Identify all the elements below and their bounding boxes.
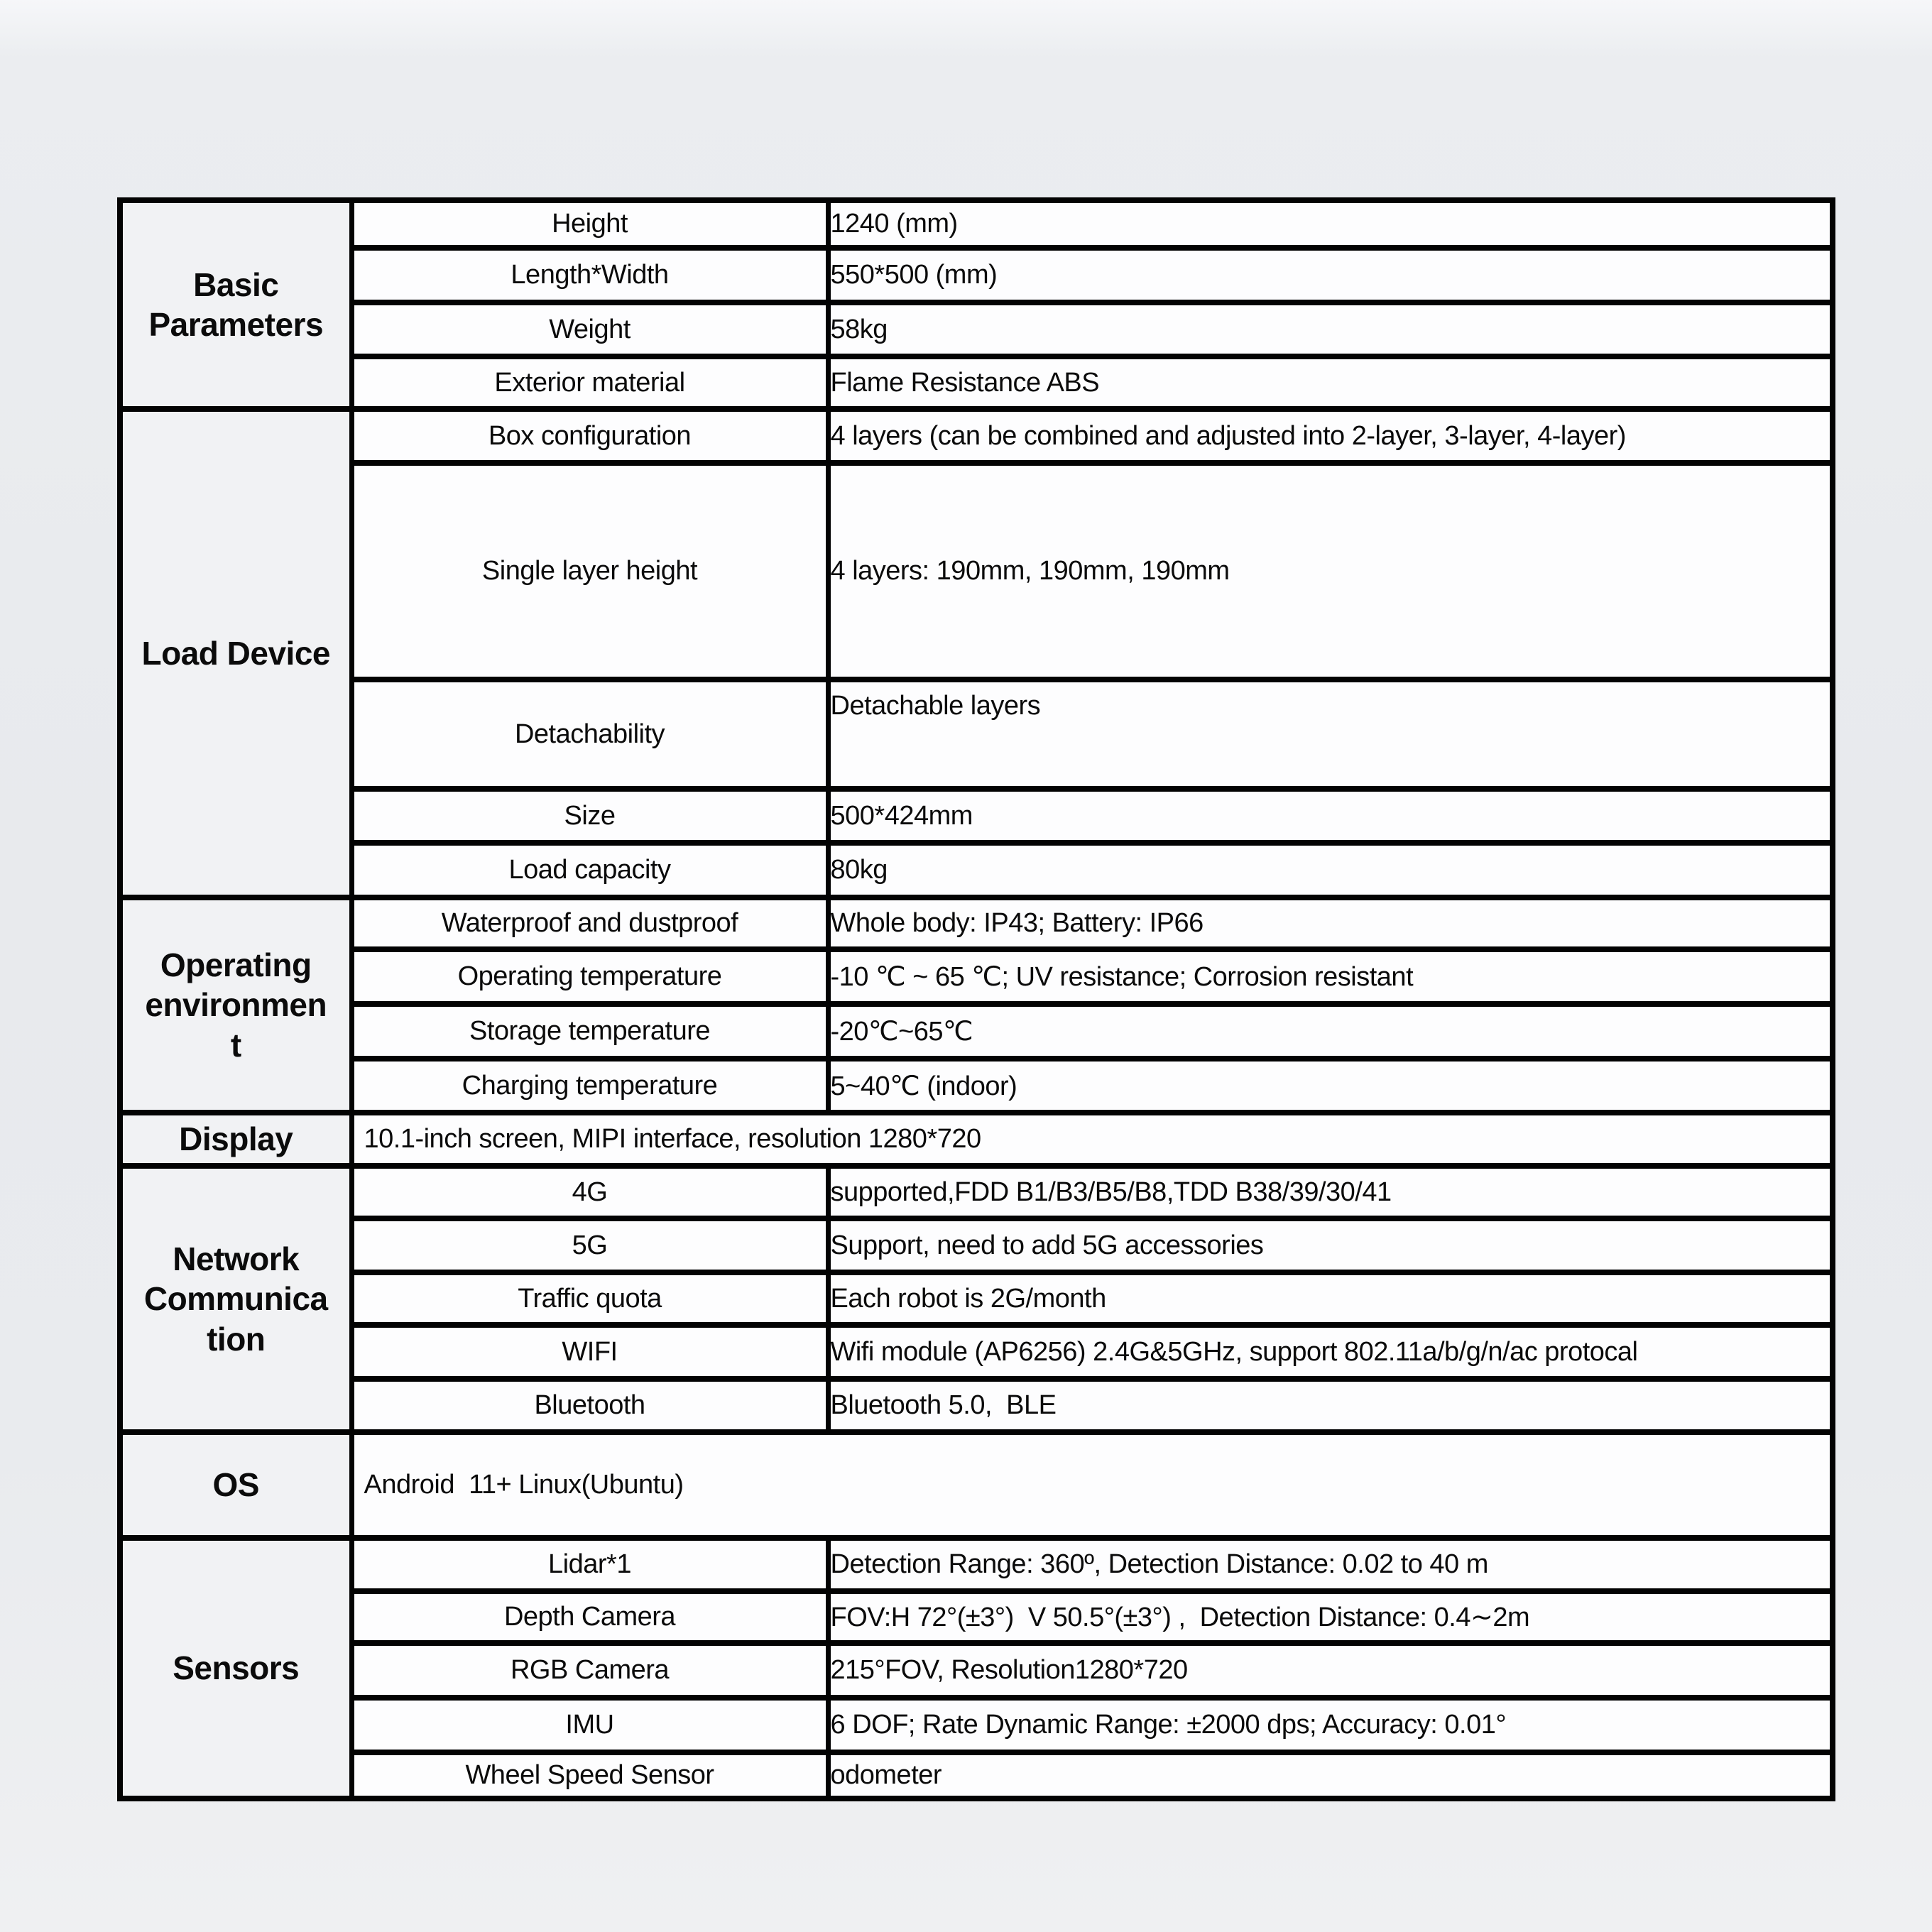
- table-row: Single layer height 4 layers: 190mm, 190m…: [120, 460, 1835, 682]
- category-cell: Basic Parameters: [117, 197, 354, 412]
- category-cell: Sensors: [117, 1535, 354, 1801]
- value-cell: Each robot is 2G/month: [825, 1270, 1835, 1328]
- value-cell: -10 ℃ ~ 65 ℃; UV resistance; Corrosion r…: [825, 946, 1835, 1007]
- value-cell: odometer: [825, 1750, 1835, 1801]
- value-cell: Flame Resistance ABS: [825, 354, 1835, 412]
- parameter-cell: Wheel Speed Sensor: [349, 1750, 831, 1801]
- value-cell: FOV:H 72°(±3°) V 50.5°(±3°) , Detection …: [825, 1588, 1835, 1646]
- value-cell: 500*424mm: [825, 786, 1835, 846]
- table-row: Basic Parameters Height 1240 (mm): [117, 197, 1835, 412]
- value-cell: 550*500 (mm): [825, 245, 1835, 305]
- value-cell: Whole body: IP43; Battery: IP66: [825, 895, 1835, 952]
- table-row: IMU 6 DOF; Rate Dynamic Range: ±2000 dps;…: [120, 1695, 1835, 1755]
- parameter-cell: Single layer height: [349, 460, 831, 682]
- table-row: Network Communica tion 4G supported,FDD B1…: [117, 1163, 1835, 1435]
- table-row: Load capacity 80kg: [120, 840, 1835, 900]
- parameter-cell: Length*Width: [349, 245, 831, 305]
- parameter-cell: 4G: [349, 1163, 831, 1221]
- value-cell: 10.1-inch screen, MIPI interface, resolu…: [349, 1110, 1835, 1169]
- parameter-cell: Lidar*1: [349, 1535, 831, 1594]
- value-cell: Wifi module (AP6256) 2.4G&5GHz, support …: [825, 1322, 1835, 1382]
- value-cell: Android 11+ Linux(Ubuntu): [349, 1429, 1835, 1541]
- table-row: Depth Camera FOV:H 72°(±3°) V 50.5°(±3°) …: [120, 1588, 1835, 1646]
- parameter-cell: Exterior material: [349, 354, 831, 412]
- value-cell: 58kg: [825, 300, 1835, 359]
- value-cell: 215°FOV, Resolution1280*720: [825, 1640, 1835, 1701]
- value-cell: 4 layers (can be combined and adjusted i…: [825, 406, 1835, 466]
- table-row: Length*Width 550*500 (mm): [120, 245, 1835, 305]
- spec-table-body: Basic Parameters Height 1240 (mm) Length*Wi…: [117, 197, 1835, 1801]
- category-cell: Operating environmen t: [117, 895, 354, 1115]
- category-cell: Display: [117, 1110, 354, 1169]
- table-row: Wheel Speed Sensor odometer: [120, 1750, 1835, 1801]
- category-cell: Network Communica tion: [117, 1163, 354, 1435]
- table-row: Weight 58kg: [120, 300, 1835, 359]
- table-row: Size 500*424mm: [120, 786, 1835, 846]
- parameter-cell: 5G: [349, 1216, 831, 1275]
- value-cell: Detection Range: 360º, Detection Distanc…: [825, 1535, 1835, 1594]
- spec-table: Basic Parameters Height 1240 (mm) Length*Wi…: [117, 197, 1835, 1801]
- table-row: Display 10.1-inch screen, MIPI interface,…: [117, 1110, 1835, 1169]
- value-cell: 5~40℃ (indoor): [825, 1056, 1835, 1115]
- table-row: Operating environmen t Waterproof and dus…: [117, 895, 1835, 1115]
- category-cell: Load Device: [117, 406, 354, 900]
- parameter-cell: IMU: [349, 1695, 831, 1755]
- value-cell: 4 layers: 190mm, 190mm, 190mm: [825, 460, 1835, 682]
- value-cell: Support, need to add 5G accessories: [825, 1216, 1835, 1275]
- parameter-cell: Size: [349, 786, 831, 846]
- table-row: Storage temperature -20℃~65℃: [120, 1001, 1835, 1061]
- parameter-cell: WIFI: [349, 1322, 831, 1382]
- parameter-cell: Detachability: [349, 677, 831, 792]
- value-cell: -20℃~65℃: [825, 1001, 1835, 1061]
- parameter-cell: Box configuration: [349, 406, 831, 466]
- parameter-cell: Load capacity: [349, 840, 831, 900]
- parameter-cell: Traffic quota: [349, 1270, 831, 1328]
- table-row: Operating temperature -10 ℃ ~ 65 ℃; UV re…: [120, 946, 1835, 1007]
- table-row: 5G Support, need to add 5G accessories: [120, 1216, 1835, 1275]
- table-row: OS Android 11+ Linux(Ubuntu): [117, 1429, 1835, 1541]
- value-cell: supported,FDD B1/B3/B5/B8,TDD B38/39/30/…: [825, 1163, 1835, 1221]
- value-cell: 1240 (mm): [825, 197, 1835, 251]
- value-cell: 80kg: [825, 840, 1835, 900]
- parameter-cell: Bluetooth: [349, 1376, 831, 1435]
- table-row: Sensors Lidar*1 Detection Range: 360º, Det…: [117, 1535, 1835, 1801]
- parameter-cell: Weight: [349, 300, 831, 359]
- table-row: Traffic quota Each robot is 2G/month: [120, 1270, 1835, 1328]
- table-row: RGB Camera 215°FOV, Resolution1280*720: [120, 1640, 1835, 1701]
- parameter-cell: Charging temperature: [349, 1056, 831, 1115]
- table-row: Charging temperature 5~40℃ (indoor): [120, 1056, 1835, 1115]
- value-cell: Bluetooth 5.0, BLE: [825, 1376, 1835, 1435]
- parameter-cell: Operating temperature: [349, 946, 831, 1007]
- parameter-cell: Height: [349, 197, 831, 251]
- parameter-cell: Waterproof and dustproof: [349, 895, 831, 952]
- table-row: Detachability Detachable layers: [120, 677, 1835, 792]
- table-row: Bluetooth Bluetooth 5.0, BLE: [120, 1376, 1835, 1435]
- value-cell: Detachable layers: [825, 677, 1835, 792]
- parameter-cell: Depth Camera: [349, 1588, 831, 1646]
- parameter-cell: RGB Camera: [349, 1640, 831, 1701]
- table-row: Exterior material Flame Resistance ABS: [120, 354, 1835, 412]
- value-cell: 6 DOF; Rate Dynamic Range: ±2000 dps; Ac…: [825, 1695, 1835, 1755]
- parameter-cell: Storage temperature: [349, 1001, 831, 1061]
- category-cell: OS: [117, 1429, 354, 1541]
- table-row: WIFI Wifi module (AP6256) 2.4G&5GHz, supp…: [120, 1322, 1835, 1382]
- table-row: Load Device Box configuration 4 layers (ca…: [117, 406, 1835, 900]
